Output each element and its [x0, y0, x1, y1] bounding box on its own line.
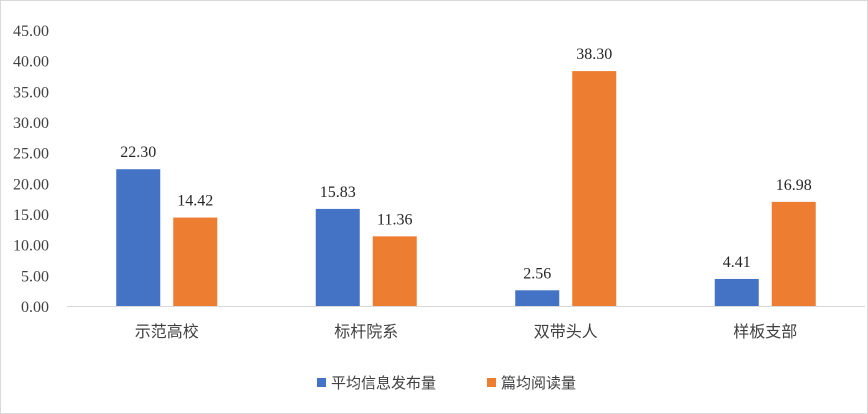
- category-label: 标杆院系: [334, 322, 398, 341]
- legend-label: 篇均阅读量: [501, 374, 576, 392]
- bar-read-0: [173, 217, 218, 306]
- category-label: 示范高校: [135, 322, 199, 341]
- bar-publish-3: [714, 278, 759, 306]
- bar-publish-2: [515, 290, 560, 306]
- data-label: 38.30: [576, 46, 612, 63]
- bar-read-3: [771, 201, 816, 306]
- data-labels: 22.30 14.42 15.83 11.36 2.56 38.30 4.41 16.98: [120, 46, 812, 282]
- data-label: 11.36: [377, 211, 412, 228]
- y-tick-label: 45.00: [13, 23, 49, 40]
- y-tick-label: 30.00: [13, 115, 49, 132]
- legend-swatch: [317, 378, 326, 387]
- bar-read-2: [572, 71, 617, 307]
- y-tick-label: 25.00: [13, 146, 49, 163]
- y-tick-label: 35.00: [13, 84, 49, 101]
- bar-read-1: [372, 236, 417, 306]
- category-labels: 示范高校 标杆院系 双带头人 样板支部: [135, 322, 798, 341]
- bar-publish-0: [116, 169, 161, 306]
- category-label: 双带头人: [534, 322, 598, 341]
- y-tick-label: 15.00: [13, 207, 49, 224]
- legend-label: 平均信息发布量: [331, 374, 436, 392]
- data-label: 22.30: [120, 144, 156, 161]
- bars: [116, 71, 816, 307]
- y-tick-label: 0.00: [21, 299, 49, 316]
- y-tick-label: 5.00: [21, 268, 49, 285]
- data-label: 4.41: [723, 254, 751, 271]
- y-axis-labels: 0.00 5.00 10.00 15.00 20.00 25.00 30.00 35.00 40…: [13, 23, 49, 316]
- bar-publish-1: [315, 208, 360, 306]
- legend: 平均信息发布量 篇均阅读量: [317, 374, 576, 392]
- y-tick-label: 20.00: [13, 176, 49, 193]
- data-label: 2.56: [523, 265, 551, 282]
- y-tick-label: 40.00: [13, 54, 49, 71]
- category-label: 样板支部: [733, 322, 797, 341]
- y-tick-label: 10.00: [13, 238, 49, 255]
- data-label: 15.83: [320, 184, 356, 201]
- data-label: 14.42: [177, 193, 213, 210]
- data-label: 16.98: [776, 177, 812, 194]
- legend-swatch: [487, 378, 496, 387]
